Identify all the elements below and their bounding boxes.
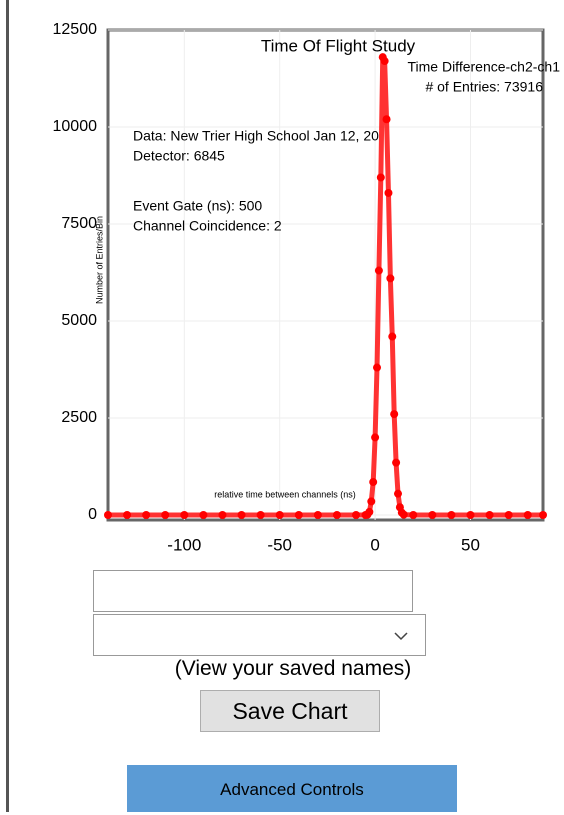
data-point	[523, 511, 532, 519]
y-tick-label: 12500	[53, 21, 98, 38]
data-point	[332, 511, 341, 519]
data-point	[374, 266, 383, 275]
data-point	[313, 511, 322, 519]
data-point	[466, 511, 475, 519]
page-border	[6, 0, 9, 812]
data-point	[386, 274, 395, 283]
data-point	[447, 511, 456, 519]
data-point	[371, 433, 380, 442]
annotation: Time Difference-ch2-ch1	[407, 59, 560, 75]
y-tick-label: 5000	[61, 312, 97, 329]
y-tick-label: 2500	[61, 409, 97, 426]
data-point	[380, 57, 389, 66]
annotation: Channel Coincidence: 2	[133, 218, 282, 234]
x-tick-label: -100	[167, 535, 201, 554]
data-point	[504, 511, 513, 519]
data-point	[199, 511, 208, 519]
annotation: Data: New Trier High School Jan 12, 20	[133, 128, 379, 144]
y-axis-label: Number of Entries/Bin	[94, 216, 104, 304]
plot-frame	[106, 28, 545, 522]
data-point	[104, 511, 112, 519]
data-point	[394, 489, 402, 498]
data-point	[369, 478, 378, 487]
data-point	[388, 332, 397, 341]
data-point	[180, 511, 189, 519]
x-tick-label: -50	[267, 535, 292, 554]
data-point	[123, 511, 132, 519]
y-tick-label: 7500	[61, 215, 97, 232]
y-tick-label: 0	[88, 506, 97, 523]
data-point	[399, 510, 408, 519]
data-point	[365, 507, 374, 516]
data-point	[142, 511, 151, 519]
chevron	[394, 632, 408, 641]
x-tick-label: 50	[461, 535, 480, 554]
save-chart-button[interactable]: Save Chart	[200, 690, 380, 732]
data-point	[161, 511, 170, 519]
data-point	[384, 188, 393, 197]
advanced-controls-button[interactable]: Advanced Controls	[127, 765, 457, 812]
data-point	[409, 511, 418, 519]
data-point	[373, 363, 382, 372]
annotation: Detector: 6845	[133, 148, 225, 164]
data-point	[256, 511, 265, 519]
chart-name-input[interactable]	[93, 570, 413, 612]
chart: 0 2500 5000 7500 10000 12500 -100 -50 0 50 Time Of…	[53, 21, 561, 554]
data-point	[367, 497, 376, 506]
data-point	[376, 173, 385, 182]
annotation: # of Entries: 73916	[425, 79, 543, 95]
data-point	[382, 115, 391, 124]
data-point	[294, 511, 303, 519]
y-tick-label: 10000	[53, 118, 98, 135]
chart-title: Time Of Flight Study	[261, 36, 416, 55]
saved-names-link[interactable]: (View your saved names)	[174, 657, 412, 680]
data-point	[392, 458, 401, 467]
data-point	[352, 511, 361, 519]
data-point	[428, 511, 437, 519]
data-point	[539, 511, 547, 519]
annotation: Event Gate (ns): 500	[133, 198, 262, 214]
data-point	[485, 511, 494, 519]
data-point	[237, 511, 246, 519]
data-point	[390, 410, 399, 419]
saved-names-select[interactable]	[93, 614, 426, 656]
x-axis-label: relative time between channels (ns)	[214, 489, 356, 499]
x-tick-label: 0	[370, 535, 379, 554]
data-point	[218, 511, 227, 519]
data-point	[275, 511, 284, 519]
